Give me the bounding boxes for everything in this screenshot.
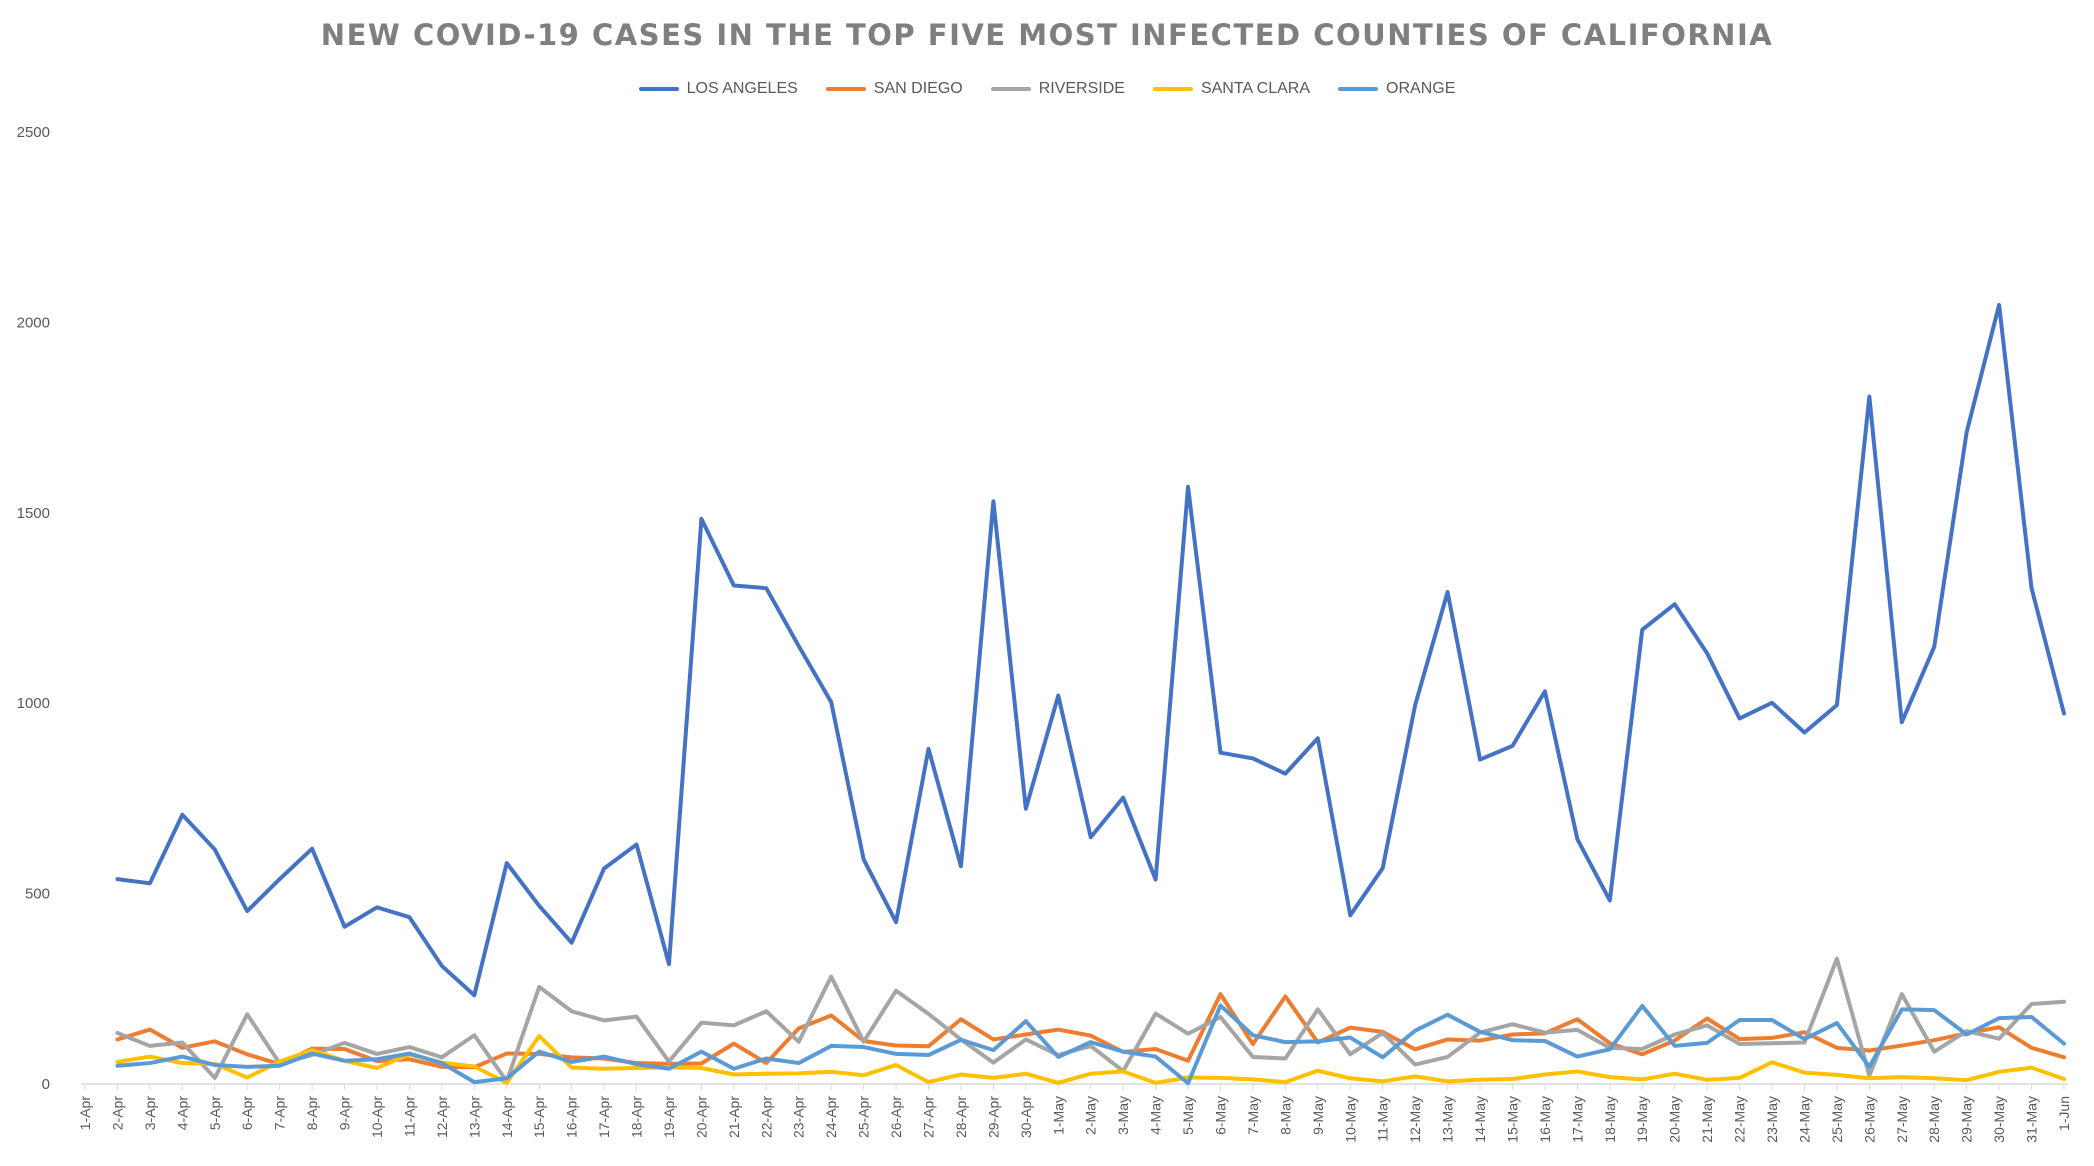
x-tick-label: 20-May (1667, 1096, 1683, 1143)
x-tick-label: 15-Apr (531, 1096, 547, 1138)
x-tick-label: 2-Apr (109, 1096, 125, 1131)
x-tick-label: 7-May (1245, 1096, 1261, 1135)
y-tick-label: 2500 (17, 124, 50, 141)
x-tick-label: 1-May (1050, 1096, 1066, 1135)
chart-title: NEW COVID-19 CASES IN THE TOP FIVE MOST … (320, 18, 1774, 52)
x-tick-label: 25-May (1829, 1096, 1845, 1143)
series-line-los-angeles (115, 302, 2066, 998)
x-tick-label: 22-May (1732, 1096, 1748, 1143)
legend-item: ORANGE (1338, 80, 1455, 98)
x-tick-label: 26-Apr (888, 1096, 904, 1138)
x-tick-label: 6-Apr (239, 1096, 255, 1131)
legend-item: RIVERSIDE (990, 80, 1125, 98)
x-tick-label: 8-Apr (304, 1096, 320, 1131)
y-tick-label: 1500 (17, 505, 50, 522)
x-tick-label: 17-Apr (596, 1096, 612, 1138)
y-tick-label: 500 (25, 886, 50, 903)
y-tick-label: 0 (42, 1076, 50, 1093)
series-line-orange (115, 1003, 2066, 1086)
x-tick-label: 13-Apr (466, 1096, 482, 1138)
legend: LOS ANGELES SAN DIEGO RIVERSIDE SANTA CLARA… (0, 80, 2094, 98)
legend-label: SANTA CLARA (1200, 80, 1311, 97)
x-tick-label: 31-May (2024, 1096, 2040, 1143)
x-tick-label: 23-Apr (791, 1096, 807, 1138)
x-tick-label: 21-Apr (726, 1096, 742, 1138)
x-tick-label: 28-May (1926, 1096, 1942, 1143)
x-tick-label: 22-Apr (758, 1096, 774, 1138)
x-tick-label: 27-Apr (921, 1096, 937, 1138)
x-tick-label: 2-May (1083, 1096, 1099, 1135)
x-tick-label: 3-May (1115, 1096, 1131, 1135)
x-tick-label: 27-May (1894, 1096, 1910, 1143)
x-tick-label: 30-May (1991, 1096, 2007, 1143)
x-tick-label: 29-May (1959, 1096, 1975, 1143)
legend-swatch (1338, 87, 1379, 91)
x-tick-label: 26-May (1861, 1096, 1877, 1143)
x-tick-label: 11-Apr (401, 1096, 417, 1137)
legend-swatch (1152, 87, 1193, 91)
x-tick-label: 28-Apr (953, 1096, 969, 1138)
x-tick-label: 20-Apr (693, 1096, 709, 1138)
x-tick-label: 10-May (1342, 1096, 1358, 1143)
x-tick-label: 16-May (1537, 1096, 1553, 1143)
x-tick-label: 19-Apr (661, 1096, 677, 1138)
x-tick-label: 9-Apr (337, 1096, 353, 1131)
x-tick-label: 13-May (1440, 1096, 1456, 1143)
x-tick-label: 18-Apr (629, 1096, 645, 1138)
series-line-san-diego (115, 992, 2066, 1070)
legend-swatch (825, 87, 866, 91)
x-tick-label: 23-May (1764, 1096, 1780, 1143)
legend-label: RIVERSIDE (1038, 80, 1125, 97)
x-tick-label: 24-Apr (823, 1096, 839, 1138)
series-line-riverside (115, 956, 2066, 1084)
x-tick-label: 25-Apr (856, 1096, 872, 1138)
legend-swatch (638, 87, 679, 91)
x-tick-label: 5-May (1180, 1096, 1196, 1135)
x-tick-label: 16-Apr (564, 1096, 580, 1138)
x-tick-label: 21-May (1699, 1096, 1715, 1143)
x-tick-label: 1-Jun (2056, 1096, 2072, 1131)
x-tick-label: 9-May (1310, 1096, 1326, 1135)
x-tick-label: 30-Apr (1018, 1096, 1034, 1138)
x-tick-label: 19-May (1634, 1096, 1650, 1143)
x-tick-label: 14-May (1472, 1096, 1488, 1143)
x-tick-label: 3-Apr (142, 1096, 158, 1131)
x-tick-label: 11-May (1375, 1096, 1391, 1142)
x-tick-label: 10-Apr (369, 1096, 385, 1138)
x-tick-label: 8-May (1277, 1096, 1293, 1135)
legend-label: LOS ANGELES (686, 80, 798, 97)
x-tick-label: 12-May (1407, 1096, 1423, 1143)
x-tick-label: 29-Apr (985, 1096, 1001, 1138)
x-tick-label: 5-Apr (207, 1096, 223, 1131)
x-tick-label: 4-Apr (174, 1096, 190, 1131)
x-tick-label: 18-May (1602, 1096, 1618, 1143)
legend-item: SAN DIEGO (825, 80, 963, 98)
y-tick-label: 2000 (17, 314, 50, 331)
legend-item: SANTA CLARA (1152, 80, 1311, 98)
x-tick-label: 24-May (1796, 1096, 1812, 1143)
x-tick-label: 7-Apr (272, 1096, 288, 1131)
x-tick-label: 15-May (1504, 1096, 1520, 1143)
x-tick-label: 17-May (1569, 1096, 1585, 1143)
x-tick-label: 12-Apr (434, 1096, 450, 1138)
x-tick-label: 4-May (1148, 1096, 1164, 1135)
legend-label: SAN DIEGO (873, 80, 963, 97)
legend-swatch (990, 87, 1031, 91)
x-tick-label: 6-May (1212, 1096, 1228, 1135)
x-tick-label: 1-Apr (77, 1096, 93, 1131)
x-tick-label: 14-Apr (499, 1096, 515, 1138)
legend-label: ORANGE (1386, 80, 1456, 97)
legend-item: LOS ANGELES (638, 80, 798, 98)
y-tick-label: 1000 (17, 695, 50, 712)
